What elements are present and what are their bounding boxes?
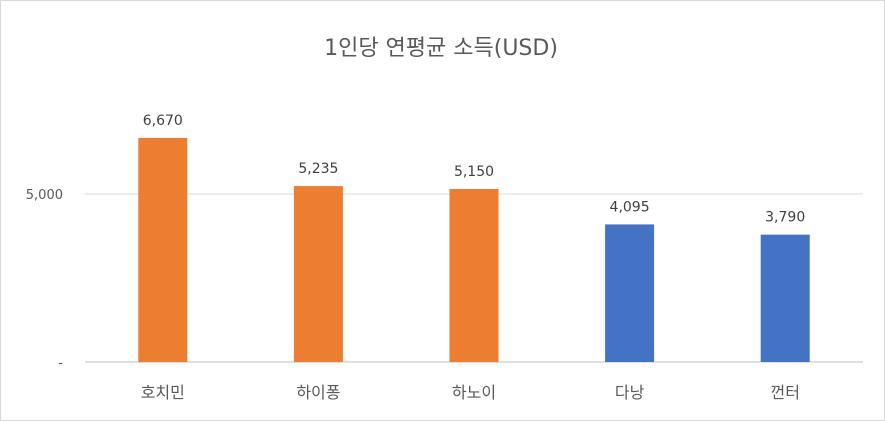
data-label-1: 5,235 (298, 161, 338, 177)
category-label-3: 다낭 (615, 383, 645, 402)
bar-0 (138, 137, 188, 362)
data-label-2: 5,150 (454, 164, 494, 180)
category-labels: 호치민 하이퐁 하노이 다낭 껀터 (141, 383, 800, 402)
data-label-3: 4,095 (610, 199, 650, 215)
bar-4 (760, 234, 810, 362)
category-label-2: 하노이 (452, 383, 496, 402)
y-tick-label-1: 5,000 (26, 188, 63, 203)
bar-2 (449, 188, 499, 362)
data-label-4: 3,790 (765, 210, 805, 226)
category-label-4: 껀터 (770, 383, 799, 402)
bar-1 (293, 186, 343, 362)
category-label-0: 호치민 (141, 383, 185, 402)
bars (138, 137, 810, 362)
bar-3 (605, 224, 655, 362)
y-axis-ticks: - 5,000 (26, 188, 64, 371)
y-tick-label-0: - (58, 356, 63, 371)
data-label-0: 6,670 (143, 113, 183, 129)
chart-title: 1인당 연평균 소득(USD) (324, 36, 558, 61)
data-labels: 6,670 5,235 5,150 4,095 3,790 (143, 113, 805, 226)
category-label-1: 하이퐁 (296, 383, 340, 402)
